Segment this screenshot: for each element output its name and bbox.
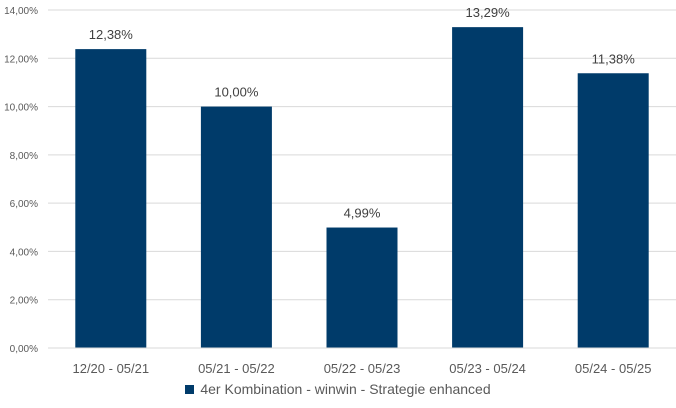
legend-label: 4er Kombination - winwin - Strategie enh… — [200, 381, 491, 397]
legend: 4er Kombination - winwin - Strategie enh… — [0, 381, 676, 397]
x-tick-label: 05/23 - 05/24 — [449, 361, 526, 376]
bar — [200, 106, 272, 348]
bar — [75, 49, 147, 349]
x-tick-label: 05/22 - 05/23 — [324, 361, 401, 376]
bar — [452, 27, 524, 349]
y-tick-label: 4,00% — [10, 247, 38, 258]
y-tick-label: 0,00% — [10, 344, 38, 355]
x-tick-label: 12/20 - 05/21 — [72, 361, 149, 376]
y-tick-label: 10,00% — [4, 103, 38, 114]
legend-swatch — [185, 384, 195, 394]
y-tick-label: 14,00% — [4, 6, 38, 17]
data-label: 4,99% — [344, 206, 381, 221]
y-tick-label: 12,00% — [4, 54, 38, 65]
data-label: 11,38% — [592, 51, 636, 66]
bar — [577, 73, 649, 349]
y-tick-label: 2,00% — [10, 296, 38, 307]
data-label: 13,29% — [466, 5, 511, 20]
x-tick-label: 05/24 - 05/25 — [575, 361, 652, 376]
y-tick-label: 8,00% — [10, 151, 38, 162]
x-tick-label: 05/21 - 05/22 — [198, 361, 275, 376]
bar — [326, 227, 398, 348]
data-label: 12,38% — [89, 27, 134, 42]
data-label: 10,00% — [214, 85, 259, 100]
y-tick-label: 6,00% — [10, 199, 38, 210]
